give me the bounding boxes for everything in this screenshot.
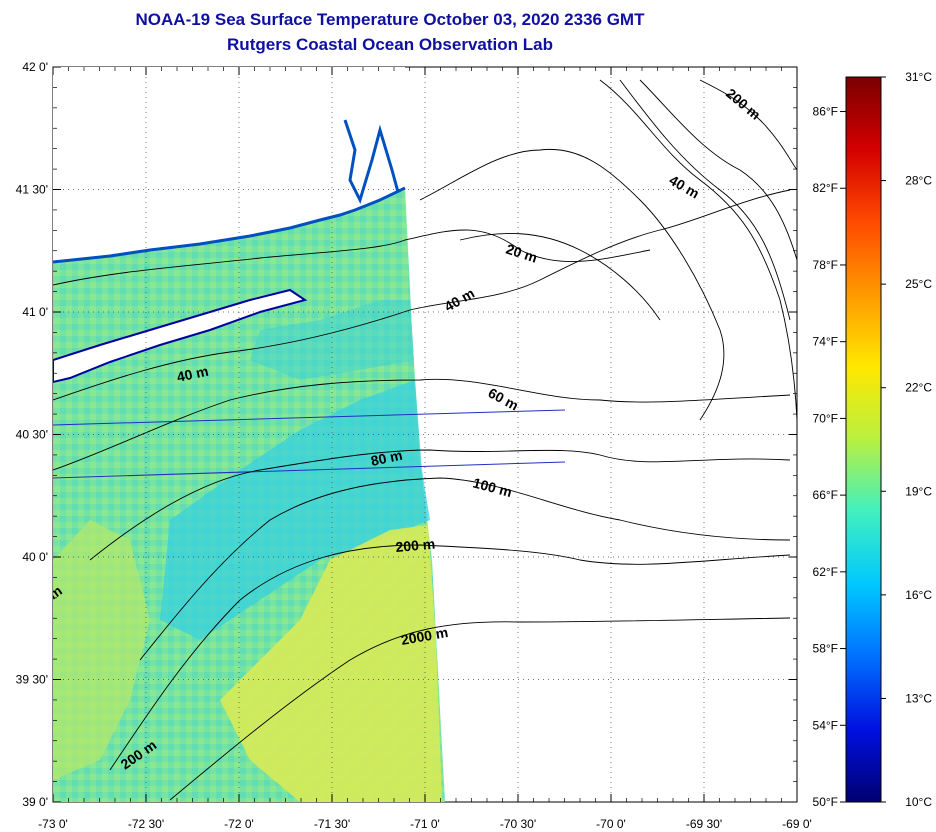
colorbar — [845, 76, 882, 803]
x-tick-label: -70 0' — [596, 817, 626, 831]
x-tick-label: -69 30' — [686, 817, 722, 831]
celsius-label: 25°C — [905, 277, 932, 291]
celsius-label: 16°C — [905, 588, 932, 602]
map-subtitle: Rutgers Coastal Ocean Observation Lab — [227, 35, 553, 54]
y-tick-label: 39 0' — [22, 795, 48, 809]
x-tick-label: -70 30' — [500, 817, 536, 831]
narragansett-bay — [343, 119, 400, 205]
fahrenheit-label: 62°F — [813, 565, 838, 579]
lat-lon-grid — [53, 67, 797, 802]
fahrenheit-label: 82°F — [813, 181, 838, 195]
sst-cool-band — [160, 380, 430, 640]
map-title: NOAA-19 Sea Surface Temperature October … — [135, 10, 645, 29]
swath-line-2 — [53, 461, 566, 479]
fahrenheit-label: 58°F — [813, 642, 838, 656]
contour-label-40m-west: 40 m — [175, 363, 210, 385]
bathymetry-contours — [53, 79, 797, 801]
contour-label-edge: m — [46, 582, 65, 602]
y-tick-label: 40 30' — [16, 428, 48, 442]
y-tick-label: 41 0' — [22, 305, 48, 319]
latitude-ticks: 42 0' 41 30' 41 0' 40 30' 40 0' 39 30' 39 0' — [16, 60, 797, 809]
x-tick-label: -72 0' — [224, 817, 254, 831]
sst-cool-patch — [250, 300, 414, 380]
celsius-label: 28°C — [905, 174, 932, 188]
y-tick-label: 40 0' — [22, 550, 48, 564]
contour-label-80m: 80 m — [369, 447, 404, 469]
celsius-label: 19°C — [905, 484, 932, 498]
contour-label-200m-mid: 200 m — [395, 536, 436, 555]
swath-line-1 — [53, 409, 566, 426]
x-tick-label: -73 0' — [38, 817, 68, 831]
fahrenheit-label: 74°F — [813, 335, 838, 349]
x-tick-label: -71 30' — [314, 817, 350, 831]
sst-warm-patch-2 — [53, 520, 150, 780]
fahrenheit-label: 86°F — [813, 105, 838, 119]
y-tick-label: 39 30' — [16, 673, 48, 687]
longitude-ticks: -73 0' -72 30' -72 0' -71 30' -71 0' -70 30' -… — [38, 67, 812, 831]
y-tick-label: 41 30' — [16, 183, 48, 197]
y-tick-label: 42 0' — [22, 60, 48, 74]
colorbar-celsius-labels: 31°C 28°C 25°C 22°C 19°C 16°C 13°C 10°C — [881, 70, 932, 809]
celsius-label: 10°C — [905, 795, 932, 809]
celsius-label: 31°C — [905, 70, 932, 84]
fahrenheit-label: 78°F — [813, 258, 838, 272]
celsius-label: 22°C — [905, 381, 932, 395]
coastline — [53, 186, 406, 264]
fahrenheit-label: 50°F — [813, 795, 838, 809]
x-tick-label: -69 0' — [782, 817, 812, 831]
fahrenheit-label: 66°F — [813, 488, 838, 502]
long-island — [53, 288, 308, 384]
fahrenheit-label: 54°F — [813, 718, 838, 732]
fahrenheit-label: 70°F — [813, 411, 838, 425]
colorbar-fahrenheit-labels: 86°F 82°F 78°F 74°F 70°F 66°F 62°F 58°F 54°F 50°F — [813, 105, 846, 809]
x-tick-label: -71 0' — [410, 817, 440, 831]
connecticut-coast — [53, 67, 405, 262]
sst-warm-patch — [220, 525, 442, 802]
celsius-label: 13°C — [905, 691, 932, 705]
x-tick-label: -72 30' — [128, 817, 164, 831]
